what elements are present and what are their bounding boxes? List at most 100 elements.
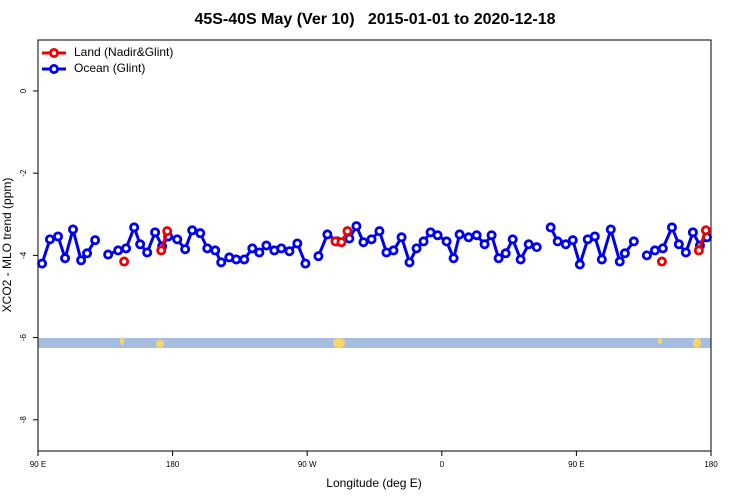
data-point	[432, 230, 443, 241]
data-point	[619, 248, 630, 259]
data-point	[358, 237, 369, 248]
data-point	[313, 251, 324, 262]
land-ocean-strip	[38, 337, 711, 348]
data-point	[187, 225, 198, 236]
data-point	[142, 247, 153, 258]
data-point	[276, 243, 287, 254]
x-tick-label: 0	[440, 460, 445, 469]
data-point	[210, 245, 221, 256]
data-point	[135, 239, 146, 250]
data-point	[441, 236, 452, 247]
data-point	[53, 231, 64, 242]
data-point	[515, 254, 526, 265]
data-point	[649, 245, 660, 256]
y-tick-label: -6	[19, 333, 28, 341]
data-point	[82, 248, 93, 259]
data-point	[614, 256, 625, 267]
data-point	[628, 236, 639, 247]
data-point	[396, 232, 407, 243]
data-point	[479, 239, 490, 250]
data-point	[121, 243, 132, 254]
data-point	[486, 230, 497, 241]
data-point	[693, 245, 704, 256]
x-tick-label: 90 W	[298, 460, 317, 469]
legend-marker	[49, 64, 60, 75]
data-point	[560, 239, 571, 250]
y-tick-label: 0	[19, 88, 28, 93]
data-point	[284, 246, 295, 257]
chart-title: 45S-40S May (Ver 10) 2015-01-01 to 2020-…	[194, 11, 555, 28]
data-point	[292, 238, 303, 249]
data-point	[700, 225, 711, 236]
data-point	[336, 237, 347, 248]
data-point	[113, 245, 124, 256]
data-point	[202, 243, 213, 254]
data-point	[129, 222, 140, 233]
data-point	[507, 234, 518, 245]
legend-marker	[49, 48, 60, 59]
data-point	[596, 254, 607, 265]
data-point	[567, 235, 578, 246]
y-axis-label: XCO2 - MLO trend (ppm)	[0, 178, 14, 313]
data-point	[641, 250, 652, 261]
data-point	[404, 257, 415, 268]
data-point	[300, 258, 311, 269]
plot-frame	[37, 39, 712, 452]
data-point	[666, 222, 677, 233]
y-tick-label: -4	[19, 251, 28, 259]
data-point	[471, 230, 482, 241]
data-point	[239, 254, 250, 265]
data-point	[552, 236, 563, 247]
data-point	[60, 253, 71, 264]
data-point	[605, 224, 616, 235]
data-point	[216, 257, 227, 268]
data-point	[411, 243, 422, 254]
data-point	[493, 253, 504, 264]
data-point	[322, 229, 333, 240]
data-point	[673, 239, 684, 250]
data-point	[656, 256, 667, 267]
data-point	[103, 249, 114, 260]
data-point	[463, 232, 474, 243]
data-point	[374, 226, 385, 237]
data-point	[454, 229, 465, 240]
data-point	[448, 253, 459, 264]
data-point	[76, 255, 87, 266]
data-point	[531, 242, 542, 253]
data-point	[156, 245, 167, 256]
data-point	[195, 228, 206, 239]
data-point	[37, 258, 48, 269]
x-tick-label: 90 E	[568, 460, 584, 469]
data-point	[172, 234, 183, 245]
data-point	[247, 243, 258, 254]
data-point	[119, 256, 130, 267]
data-point	[657, 243, 668, 254]
data-point	[342, 226, 353, 237]
x-tick-label: 180	[704, 460, 718, 469]
y-tick-label: -8	[19, 416, 28, 424]
data-point	[687, 227, 698, 238]
x-tick-label: 180	[166, 460, 180, 469]
data-point	[231, 254, 242, 265]
data-point	[254, 247, 265, 258]
data-point	[500, 248, 511, 259]
data-point	[90, 235, 101, 246]
data-point	[589, 231, 600, 242]
data-point	[67, 224, 78, 235]
data-point	[574, 259, 585, 270]
data-point	[418, 236, 429, 247]
legend-label: Land (Nadir&Glint)	[74, 45, 173, 59]
data-point	[366, 234, 377, 245]
data-point	[680, 247, 691, 258]
data-point	[261, 240, 272, 251]
data-point	[180, 244, 191, 255]
data-point	[545, 222, 556, 233]
data-point	[388, 245, 399, 256]
y-tick-label: -2	[19, 169, 28, 177]
x-tick-label: 90 E	[30, 460, 46, 469]
data-point	[150, 227, 161, 238]
data-point	[351, 221, 362, 232]
data-point	[44, 234, 55, 245]
data-point	[523, 239, 534, 250]
